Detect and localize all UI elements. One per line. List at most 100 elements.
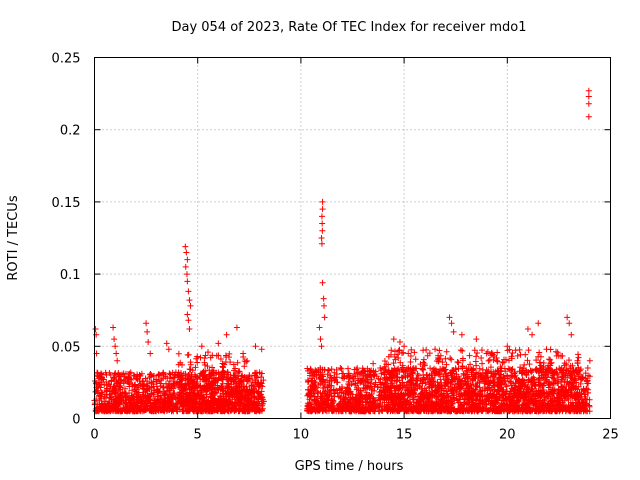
data-point xyxy=(496,393,503,400)
data-point xyxy=(482,370,489,377)
data-point xyxy=(497,384,504,391)
data-point xyxy=(512,372,519,379)
data-point xyxy=(383,380,390,387)
data-point xyxy=(445,400,452,407)
data-point xyxy=(239,393,246,400)
data-point xyxy=(536,393,543,400)
data-point xyxy=(424,352,431,359)
data-point xyxy=(321,404,328,411)
data-point xyxy=(513,391,520,398)
data-point xyxy=(312,371,319,378)
data-point xyxy=(250,399,257,406)
data-point xyxy=(235,384,242,391)
data-point xyxy=(151,397,158,404)
data-point xyxy=(404,373,411,380)
data-point xyxy=(487,387,494,394)
data-point xyxy=(340,395,347,402)
data-point xyxy=(479,370,486,377)
data-point xyxy=(512,389,519,396)
data-point xyxy=(572,367,579,374)
data-point xyxy=(351,366,358,373)
data-point xyxy=(552,368,559,375)
data-point xyxy=(135,392,142,399)
data-point xyxy=(555,380,562,387)
data-point xyxy=(572,375,579,382)
data-point xyxy=(387,399,394,406)
data-point xyxy=(165,346,172,353)
data-point xyxy=(369,399,376,406)
data-point xyxy=(526,361,533,368)
data-point xyxy=(95,383,102,390)
data-point xyxy=(459,347,466,354)
data-point xyxy=(185,317,192,324)
data-point xyxy=(455,359,462,366)
data-point xyxy=(236,405,243,412)
data-point xyxy=(216,400,223,407)
data-point xyxy=(399,362,406,369)
data-point xyxy=(490,356,497,363)
data-point xyxy=(223,393,230,400)
data-point xyxy=(189,397,196,404)
data-point xyxy=(474,350,481,357)
data-point xyxy=(160,371,167,378)
data-point xyxy=(195,401,202,408)
data-point xyxy=(551,376,558,383)
data-point xyxy=(131,382,138,389)
data-point xyxy=(583,377,590,384)
data-point xyxy=(417,377,424,384)
data-point xyxy=(549,397,556,404)
data-point xyxy=(167,398,174,405)
data-point xyxy=(456,384,463,391)
data-point xyxy=(147,399,154,406)
data-point xyxy=(223,353,230,360)
data-point xyxy=(156,377,163,384)
data-point xyxy=(182,263,189,270)
data-point xyxy=(112,385,119,392)
data-point xyxy=(532,382,539,389)
data-point xyxy=(127,395,134,402)
data-point xyxy=(106,369,113,376)
data-point xyxy=(129,387,136,394)
data-point xyxy=(449,390,456,397)
data-point xyxy=(494,358,501,365)
data-point xyxy=(235,395,242,402)
data-point xyxy=(185,380,192,387)
data-point xyxy=(319,279,326,286)
data-point xyxy=(495,388,502,395)
data-point xyxy=(182,370,189,377)
data-point xyxy=(473,336,480,343)
data-point xyxy=(372,381,379,388)
data-point xyxy=(405,364,412,371)
data-point xyxy=(259,383,266,390)
data-point xyxy=(434,388,441,395)
data-point xyxy=(150,381,157,388)
data-point xyxy=(170,392,177,399)
data-point xyxy=(107,383,114,390)
data-point xyxy=(213,352,220,359)
data-point xyxy=(258,407,265,414)
data-point xyxy=(432,346,439,353)
x-tick-label: 5 xyxy=(194,428,202,443)
data-point xyxy=(402,401,409,408)
data-point xyxy=(443,361,450,368)
data-point xyxy=(387,404,394,411)
data-point xyxy=(395,347,402,354)
data-point xyxy=(308,375,315,382)
data-point xyxy=(238,400,245,407)
data-point xyxy=(397,359,404,366)
data-point xyxy=(333,374,340,381)
data-point xyxy=(320,295,327,302)
data-point xyxy=(383,361,390,368)
data-point xyxy=(581,395,588,402)
data-point xyxy=(134,393,141,400)
data-point xyxy=(252,370,259,377)
data-point xyxy=(316,408,323,415)
data-point xyxy=(442,379,449,386)
data-point xyxy=(547,404,554,411)
data-point xyxy=(209,398,216,405)
data-point xyxy=(233,389,240,396)
data-point xyxy=(377,367,384,374)
data-point xyxy=(429,399,436,406)
data-point xyxy=(471,371,478,378)
data-point xyxy=(160,407,167,414)
